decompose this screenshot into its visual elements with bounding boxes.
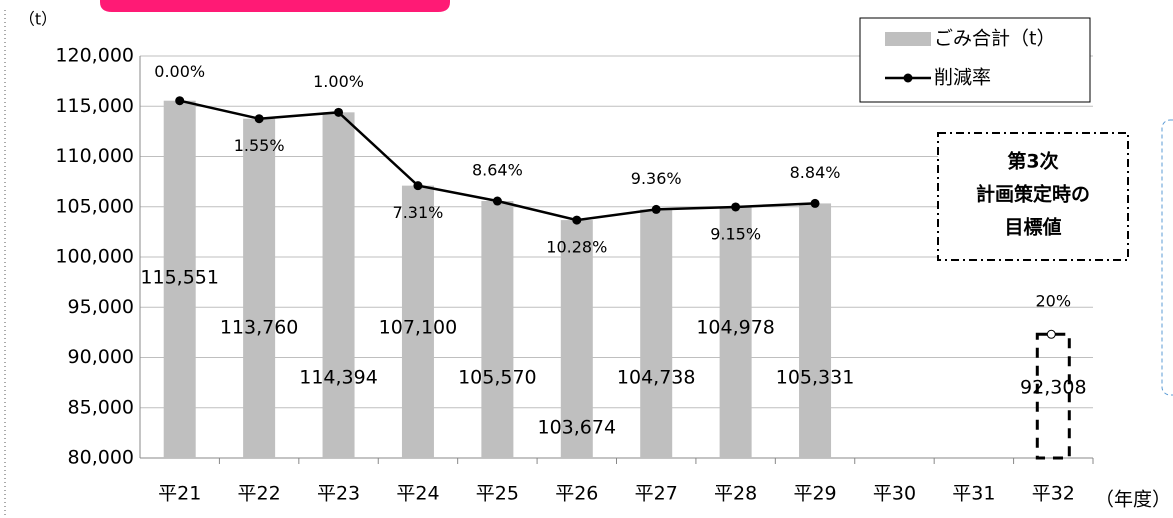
y-tick-label: 100,000	[55, 246, 134, 268]
bar	[719, 206, 752, 458]
x-tick-label: 平22	[238, 483, 281, 505]
x-tick-label: 平27	[635, 483, 678, 505]
bar-label: 105,570	[458, 367, 537, 389]
rate-point	[254, 114, 264, 124]
y-tick-label: 105,000	[55, 195, 134, 217]
x-tick-label: 平31	[952, 483, 995, 505]
bar	[560, 220, 593, 458]
annotation-box	[937, 132, 1129, 261]
y-tick-label: 95,000	[68, 296, 134, 318]
rate-point	[413, 181, 423, 191]
rate-label: 1.00%	[313, 72, 364, 91]
rate-label: 9.36%	[631, 169, 682, 188]
annotation-text: 計画策定時の	[976, 183, 1090, 206]
x-tick-label: 平29	[793, 483, 836, 505]
legend-swatch	[885, 32, 931, 46]
x-tick-label: 平25	[476, 483, 519, 505]
bar-label: 103,674	[538, 417, 617, 439]
bar-label: 104,978	[696, 317, 775, 339]
rate-point	[175, 96, 185, 106]
bar-label: 107,100	[379, 317, 458, 339]
x-tick-label: 平28	[714, 483, 757, 505]
rate-label: 0.00%	[154, 62, 205, 81]
y-tick-label: 120,000	[55, 45, 134, 67]
target-label: 92,308	[1020, 377, 1086, 399]
bar	[401, 185, 434, 458]
bar-label: 115,551	[140, 267, 219, 289]
x-tick-label: 平23	[317, 483, 360, 505]
legend-label: 削減率	[934, 67, 991, 89]
y-tick-label: 90,000	[68, 346, 134, 368]
x-tick-label: 平30	[873, 483, 916, 505]
header-tab	[100, 0, 450, 12]
side-box	[1161, 119, 1173, 396]
x-tick-label: 平24	[396, 483, 439, 505]
bar	[481, 201, 514, 459]
y-tick-label: 85,000	[68, 396, 134, 418]
rate-point	[492, 196, 502, 206]
bar	[799, 203, 832, 458]
legend-marker	[903, 73, 913, 83]
x-tick-label: 平21	[158, 483, 201, 505]
x-tick-label: 平32	[1032, 483, 1075, 505]
rate-label: 10.28%	[546, 238, 607, 257]
bar	[322, 112, 355, 458]
bar	[163, 100, 196, 458]
y-tick-label: 110,000	[55, 145, 134, 167]
rate-label: 1.55%	[234, 136, 285, 155]
target-bar	[1035, 332, 1071, 460]
rate-point	[731, 202, 741, 212]
rate-label: 7.31%	[393, 203, 444, 222]
rate-label: 9.15%	[710, 224, 761, 243]
rate-point	[651, 204, 661, 214]
bar-label: 104,738	[617, 367, 696, 389]
y-unit: （t）	[19, 10, 57, 29]
y-tick-label: 80,000	[68, 447, 134, 469]
bar	[243, 118, 276, 458]
rate-label: 8.64%	[472, 161, 523, 180]
bar-label: 113,760	[220, 317, 299, 339]
target-rate-label: 20%	[1036, 292, 1072, 311]
target-point	[1046, 329, 1056, 339]
bar	[640, 209, 673, 458]
annotation-text: 第3次	[1007, 150, 1058, 173]
rate-point	[572, 215, 582, 225]
y-tick-label: 115,000	[55, 95, 134, 117]
rate-point	[334, 107, 344, 117]
rate-point	[810, 198, 820, 208]
bar-label: 105,331	[776, 367, 855, 389]
legend-label: ごみ合計（t）	[934, 28, 1055, 50]
x-unit: （年度）	[1095, 489, 1171, 511]
bar-label: 114,394	[299, 367, 378, 389]
rate-label: 8.84%	[790, 163, 841, 182]
x-tick-label: 平26	[555, 483, 598, 505]
annotation-text: 目標値	[1004, 216, 1061, 239]
